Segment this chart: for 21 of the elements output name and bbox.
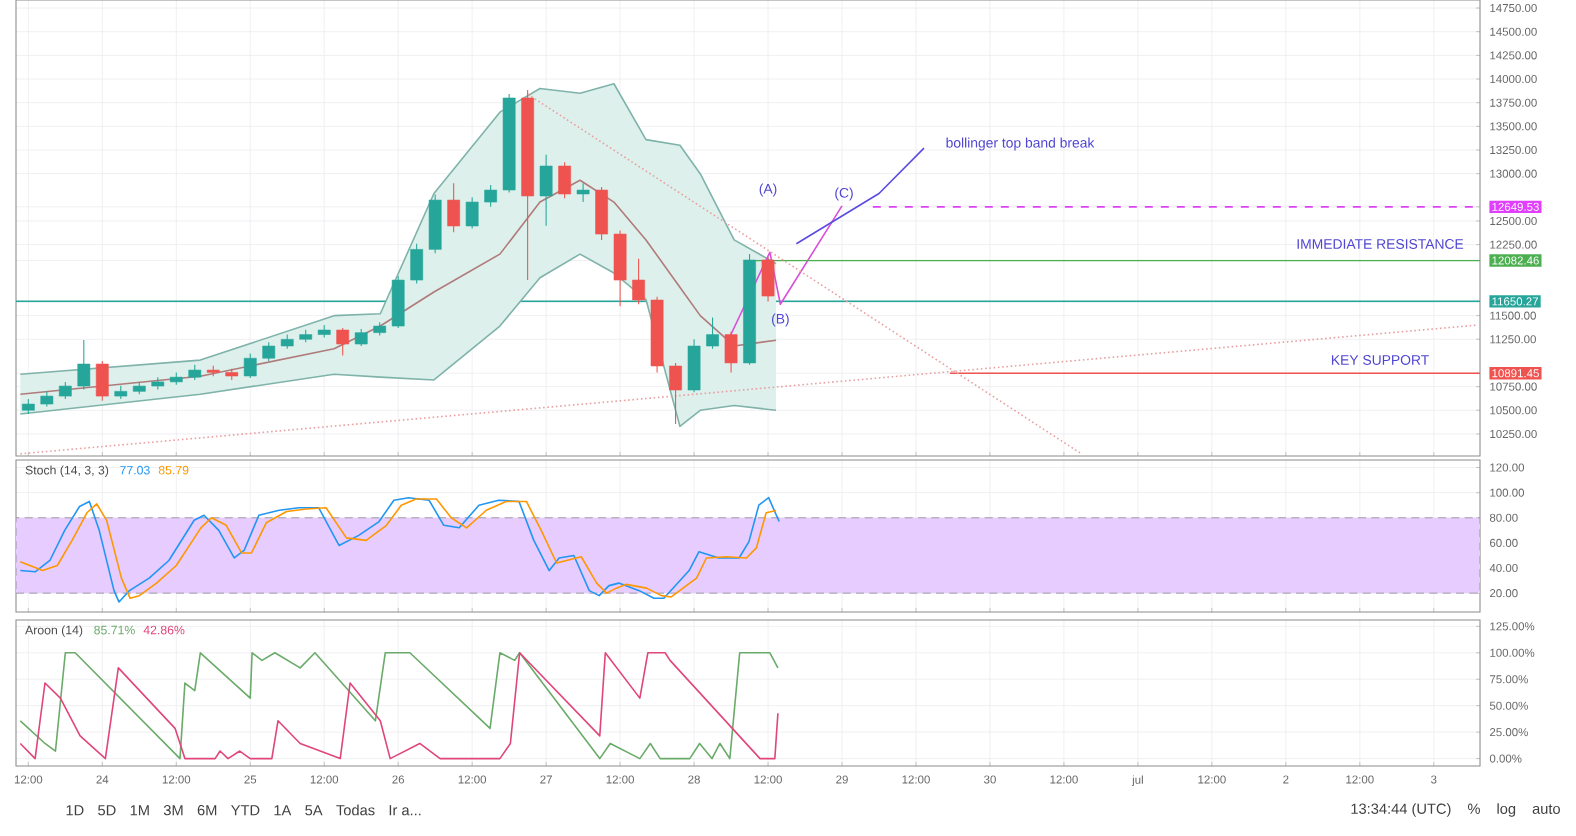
candlestick [77,339,91,390]
candlestick [539,154,553,227]
candlestick [447,182,461,233]
candlestick [262,341,276,362]
candlestick [761,256,775,302]
candlestick [558,161,571,199]
candlestick [669,362,682,425]
candlestick [576,182,590,203]
candlestick [410,243,424,284]
candlestick [465,196,479,230]
candlestick [706,316,719,350]
candlestick [595,186,608,241]
candlestick [391,275,405,329]
candlestick [724,331,738,373]
candlestick [336,327,350,356]
candlestick [243,352,257,379]
candlestick [632,258,645,305]
candlestick [687,338,701,393]
candlestick [484,184,498,208]
candlestick [613,229,627,307]
candlestick [95,360,109,402]
